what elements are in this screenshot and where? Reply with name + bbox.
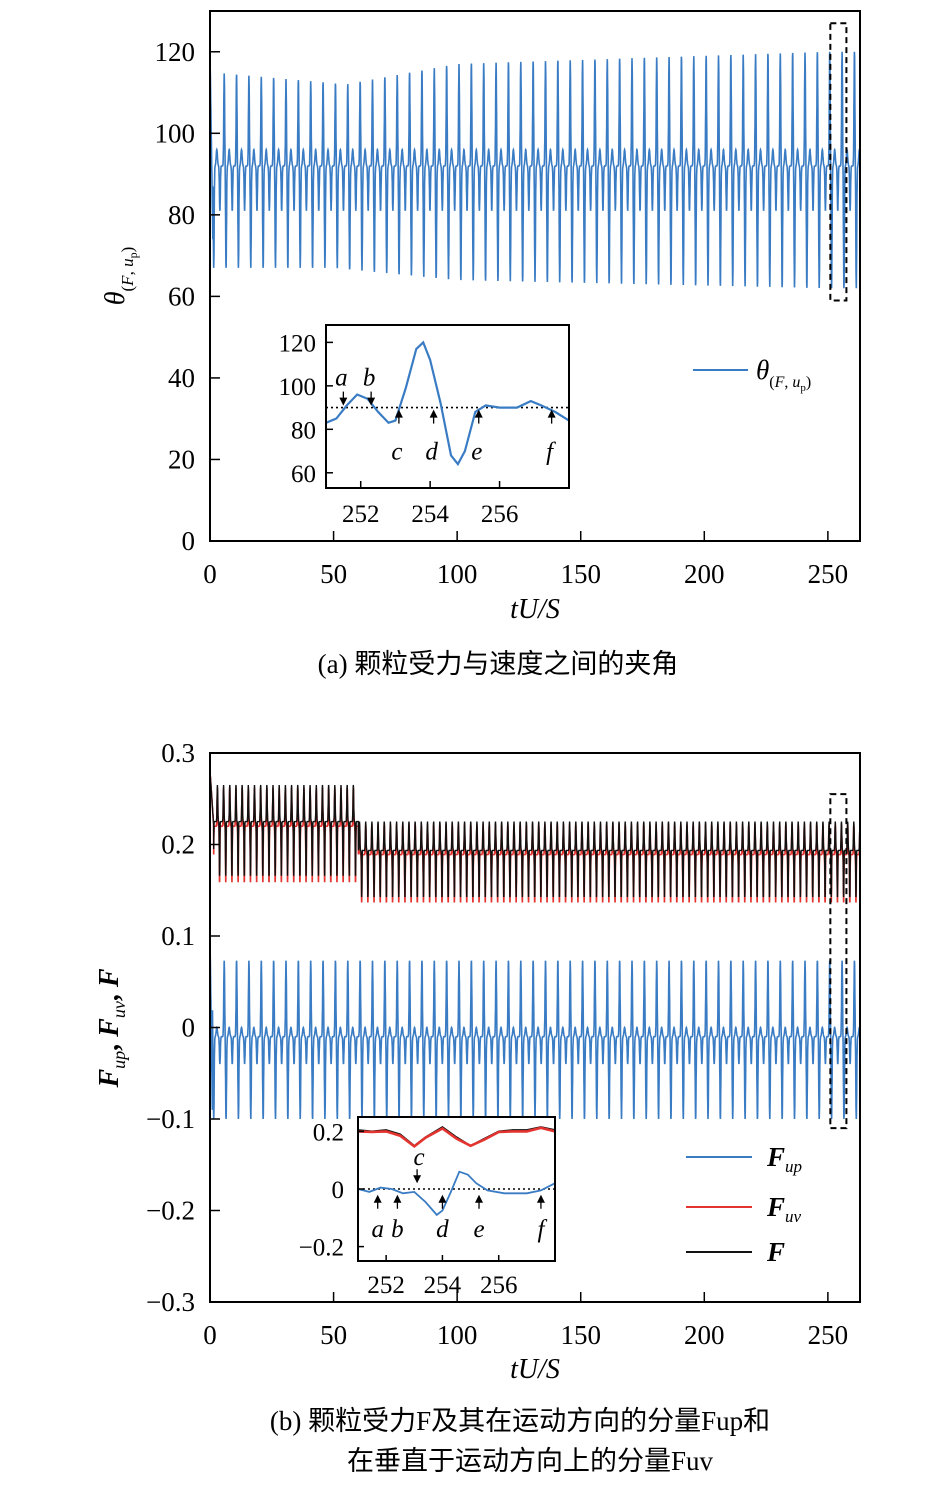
panel-a-frame xyxy=(209,10,861,542)
panel-a-inset-arrow-c-head xyxy=(394,409,403,418)
panel-a-inset-label-a: a xyxy=(335,365,348,392)
panel-b-y-tick-label-3: 0 xyxy=(182,1013,196,1043)
panel-a-inset-y-tick-label-3: 120 xyxy=(279,330,317,357)
panel-b-inset-x-tick-label-1: 254 xyxy=(424,1272,462,1299)
panel-a-y-tick-label-0: 0 xyxy=(182,526,196,556)
panel-a-x-tick-label-1: 50 xyxy=(320,559,347,589)
panel-a-x-axis-title: tU/S xyxy=(510,594,560,625)
panel-a-x-tick-label-0: 0 xyxy=(203,559,217,589)
panel-a-inset-y-tick-label-2: 100 xyxy=(279,374,317,401)
panel-b-inset-arrow-e-head xyxy=(475,1194,484,1203)
panel-a-y-tick-label-1: 20 xyxy=(168,444,195,474)
panel-b-y-tick-label-5: 0.2 xyxy=(161,830,195,860)
panel-b-x-tick-label-1: 50 xyxy=(320,1320,347,1350)
panel-b-y-tick-label-4: 0.1 xyxy=(161,921,195,951)
panel-b-inset-arrow-b-head xyxy=(393,1194,402,1203)
panel-a-inset-x-tick-label-1: 254 xyxy=(411,501,449,528)
panel-a-x-tick-label-3: 150 xyxy=(560,559,601,589)
panel-a-inset-arrow-f-head xyxy=(547,409,556,418)
panel-b-caption-line1: (b) 颗粒受力F及其在运动方向的分量Fup和 xyxy=(270,1406,770,1436)
panel-b-inset-frame xyxy=(357,1116,556,1262)
panel-a-inset-arrow-b-head xyxy=(367,397,376,406)
panel-b-chart: 0 50 100 150 200 250 −0.3 −0.2 −0.1 0 0.1 0.2 0.3 tU… xyxy=(94,738,861,1476)
panel-a-inset-content: 252 254 256 60 80 100 120 a b c d e f xyxy=(279,330,570,528)
panel-a-y-tick-label-4: 80 xyxy=(168,200,195,230)
panel-a-inset-series xyxy=(325,340,570,467)
panel-b-inset-y-tick-label-0: −0.2 xyxy=(299,1235,344,1262)
panel-b-caption-line2: 在垂直于运动方向上的分量Fuv xyxy=(347,1446,714,1476)
panel-b-legend: Fup Fuv F xyxy=(686,1142,802,1267)
panel-a-chart: 0 50 100 150 200 250 0 20 40 60 80 100 120 tU/S θ(F,… xyxy=(100,10,861,679)
panel-b-x-tick-label-0: 0 xyxy=(203,1320,217,1350)
panel-a-inset-label-e: e xyxy=(471,439,482,466)
panel-b-y-tick-label-6: 0.3 xyxy=(161,738,195,768)
panel-b-inset-x-tick-label-2: 256 xyxy=(480,1272,518,1299)
panel-a-inset-label-c: c xyxy=(391,439,402,466)
panel-b-x-tick-label-3: 150 xyxy=(560,1320,601,1350)
panel-a-inset-y-tick-label-0: 60 xyxy=(291,461,316,488)
panel-b-y-tick-label-0: −0.3 xyxy=(146,1287,195,1317)
panel-a-zoom-box xyxy=(829,22,848,302)
panel-a-inset-background xyxy=(326,325,569,488)
panel-b-inset-series-fuv xyxy=(357,1126,556,1149)
panel-a-inset-arrow-d-head xyxy=(429,409,438,418)
panel-b-inset-y-tick-label-1: 0 xyxy=(332,1177,345,1204)
panel-a-x-tick-label-2: 100 xyxy=(437,559,478,589)
panel-a-y-tick-label-5: 100 xyxy=(155,118,196,148)
panel-b-ticks: 0 50 100 150 200 250 −0.3 −0.2 −0.1 0 0.1 0.2 0.3 xyxy=(146,738,848,1350)
panel-b-inset: 252 254 256 −0.2 0 0.2 a b c d e f xyxy=(299,1116,556,1299)
panel-b-inset-y-tick-label-2: 0.2 xyxy=(313,1119,344,1146)
panel-b-y-tick-label-2: −0.1 xyxy=(146,1104,195,1134)
panel-b-inset-x-tick-label-0: 252 xyxy=(367,1272,405,1299)
panel-a-inset-x-tick-label-2: 256 xyxy=(481,501,519,528)
panel-b-y-tick-label-1: −0.2 xyxy=(146,1196,195,1226)
panel-b-inset-content: 252 254 256 −0.2 0 0.2 a b c d e f xyxy=(299,1119,556,1299)
panel-b-x-tick-label-4: 200 xyxy=(684,1320,725,1350)
panel-b-legend-label-f: F xyxy=(766,1237,785,1267)
panel-b-y-axis-title: Fup, Fuv, F xyxy=(94,968,129,1088)
panel-b-inset-label-e: e xyxy=(473,1216,484,1243)
panel-b-inset-series-fup xyxy=(357,1170,556,1217)
panel-a-inset: 252 254 256 60 80 100 120 a b c d e f xyxy=(279,324,570,528)
panel-a-x-tick-label-4: 200 xyxy=(684,559,725,589)
panel-a-inset-arrow-e-head xyxy=(474,409,483,418)
panel-a-y-tick-label-2: 40 xyxy=(168,363,195,393)
panel-b-x-tick-label-5: 250 xyxy=(808,1320,849,1350)
panel-a-y-tick-label-3: 60 xyxy=(168,281,195,311)
panel-b-legend-label-fup: Fup xyxy=(766,1142,802,1176)
panel-b-x-axis-title: tU/S xyxy=(510,1354,560,1385)
panel-a-legend-label: θ(F, up) xyxy=(756,355,811,394)
panel-b-series-layer xyxy=(209,771,861,1120)
panel-b-inset-arrow-a-head xyxy=(373,1194,382,1203)
panel-b-inset-label-b: b xyxy=(391,1216,404,1243)
panel-a-inset-frame xyxy=(325,324,570,489)
panel-a-inset-arrow-a-head xyxy=(339,397,348,406)
panel-a-y-tick-label-6: 120 xyxy=(155,37,196,67)
panel-b-inset-label-f: f xyxy=(537,1216,547,1243)
panel-a-inset-x-tick-label-0: 252 xyxy=(342,501,380,528)
panel-a-series-theta xyxy=(209,51,861,289)
panel-a-inset-y-tick-label-1: 80 xyxy=(291,417,316,444)
panel-b-inset-label-c: c xyxy=(414,1144,425,1171)
panel-b-series-fup xyxy=(209,935,861,1120)
panel-a-y-axis-title: θ(F, up) xyxy=(100,247,140,306)
panel-b-inset-arrow-c-head xyxy=(413,1175,422,1184)
panel-b-x-tick-label-2: 100 xyxy=(437,1320,478,1350)
panel-b-zoom-box xyxy=(829,793,848,1130)
panel-a-x-tick-label-5: 250 xyxy=(808,559,849,589)
panel-a-inset-label-b: b xyxy=(363,365,376,392)
panel-a-caption: (a) 颗粒受力与速度之间的夹角 xyxy=(318,649,679,679)
panel-a-inset-label-f: f xyxy=(546,439,556,466)
panel-b-inset-label-d: d xyxy=(436,1216,449,1243)
panel-a-series-layer xyxy=(209,51,861,289)
panel-a-ticks: 0 50 100 150 200 250 0 20 40 60 80 100 120 xyxy=(155,37,849,589)
panel-a-legend: θ(F, up) xyxy=(693,355,811,394)
panel-b-inset-label-a: a xyxy=(371,1216,384,1243)
panel-b-inset-arrow-f-head xyxy=(536,1194,545,1203)
panel-b-series-f xyxy=(209,771,861,897)
panel-a-inset-label-d: d xyxy=(425,439,438,466)
panel-b-inset-arrow-d-head xyxy=(438,1194,447,1203)
panel-b-legend-label-fuv: Fuv xyxy=(766,1192,802,1226)
